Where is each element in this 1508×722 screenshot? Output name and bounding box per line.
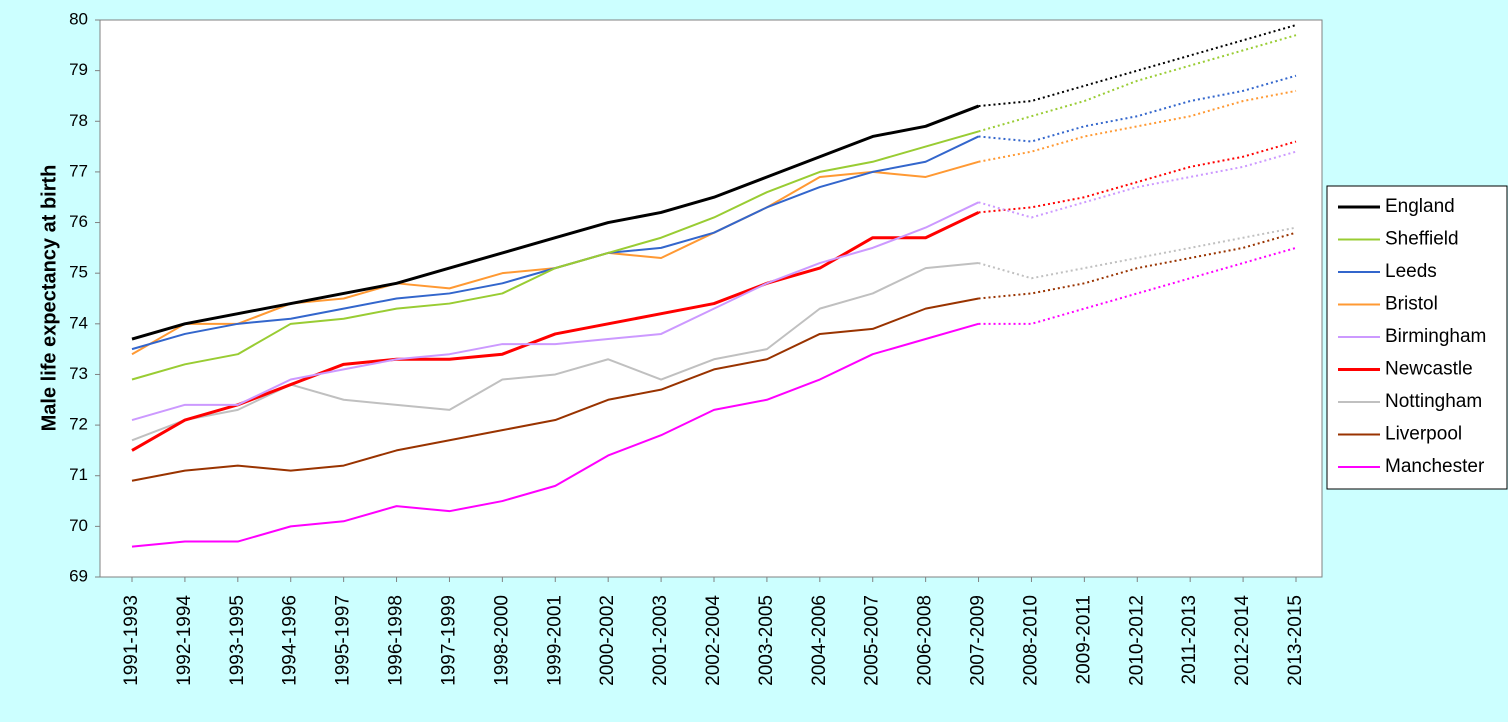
x-tick-label: 2001-2003 bbox=[650, 595, 671, 686]
y-tick-label: 80 bbox=[69, 9, 88, 28]
y-tick-label: 73 bbox=[69, 364, 88, 383]
legend-label: Birmingham bbox=[1385, 326, 1486, 347]
projection-line bbox=[978, 74, 1297, 143]
legend-label: Leeds bbox=[1385, 261, 1437, 282]
series-line bbox=[131, 297, 979, 482]
legend-label: Sheffield bbox=[1385, 229, 1459, 250]
x-tick-label: 1994-1996 bbox=[280, 595, 301, 686]
legend-label: Bristol bbox=[1385, 294, 1438, 315]
series-line bbox=[131, 262, 979, 442]
x-tick-label: 2006-2008 bbox=[915, 595, 936, 686]
x-tick-label: 2013-2015 bbox=[1285, 595, 1306, 686]
y-tick-label: 74 bbox=[69, 313, 88, 332]
x-tick-label: 2012-2014 bbox=[1232, 595, 1253, 686]
x-tick-label: 1997-1999 bbox=[438, 595, 459, 686]
x-tick-label: 1996-1998 bbox=[386, 595, 407, 686]
x-tick-label: 1992-1994 bbox=[174, 595, 195, 686]
legend-label: Manchester bbox=[1385, 456, 1485, 477]
y-tick-label: 79 bbox=[69, 60, 88, 79]
x-tick-label: 2005-2007 bbox=[862, 595, 883, 686]
series-line bbox=[131, 130, 979, 381]
x-tick-label: 1995-1997 bbox=[333, 595, 354, 686]
y-tick-label: 71 bbox=[69, 465, 88, 484]
x-tick-label: 1999-2001 bbox=[544, 595, 565, 686]
legend-label: Newcastle bbox=[1385, 359, 1473, 380]
series-line bbox=[131, 201, 979, 421]
projection-line bbox=[978, 89, 1297, 163]
series-line bbox=[131, 322, 979, 548]
x-tick-label: 2010-2012 bbox=[1126, 595, 1147, 686]
plot-area bbox=[99, 19, 1323, 578]
x-tick-label: 2004-2006 bbox=[809, 595, 830, 686]
x-tick-label: 2002-2004 bbox=[703, 595, 724, 686]
legend-label: England bbox=[1385, 196, 1455, 217]
series-line bbox=[131, 104, 980, 341]
y-axis-label: Male life expectancy at birth bbox=[38, 165, 60, 432]
x-tick-label: 1998-2000 bbox=[491, 595, 512, 686]
x-tick-label: 2008-2010 bbox=[1020, 595, 1041, 686]
y-tick-label: 72 bbox=[69, 415, 88, 434]
y-tick-label: 70 bbox=[69, 516, 88, 535]
x-tick-label: 1993-1995 bbox=[227, 595, 248, 686]
legend-label: Nottingham bbox=[1385, 391, 1482, 412]
legend-label: Liverpool bbox=[1385, 424, 1462, 445]
y-tick-label: 75 bbox=[69, 263, 88, 282]
projection-line bbox=[978, 226, 1297, 280]
y-tick-label: 78 bbox=[69, 111, 88, 130]
x-tick-label: 2011-2013 bbox=[1179, 595, 1200, 684]
x-tick-label: 1991-1993 bbox=[121, 595, 142, 686]
y-tick-label: 76 bbox=[69, 212, 88, 231]
y-tick-label: 69 bbox=[69, 566, 88, 585]
x-tick-label: 2000-2002 bbox=[597, 595, 618, 686]
x-tick-label: 2007-2009 bbox=[968, 595, 989, 686]
x-tick-label: 2009-2011 bbox=[1073, 595, 1094, 684]
x-tick-label: 2003-2005 bbox=[756, 595, 777, 686]
projection-line bbox=[978, 150, 1297, 219]
y-tick-label: 77 bbox=[69, 161, 88, 180]
projection-line bbox=[978, 140, 1297, 214]
projection-line bbox=[978, 34, 1297, 133]
